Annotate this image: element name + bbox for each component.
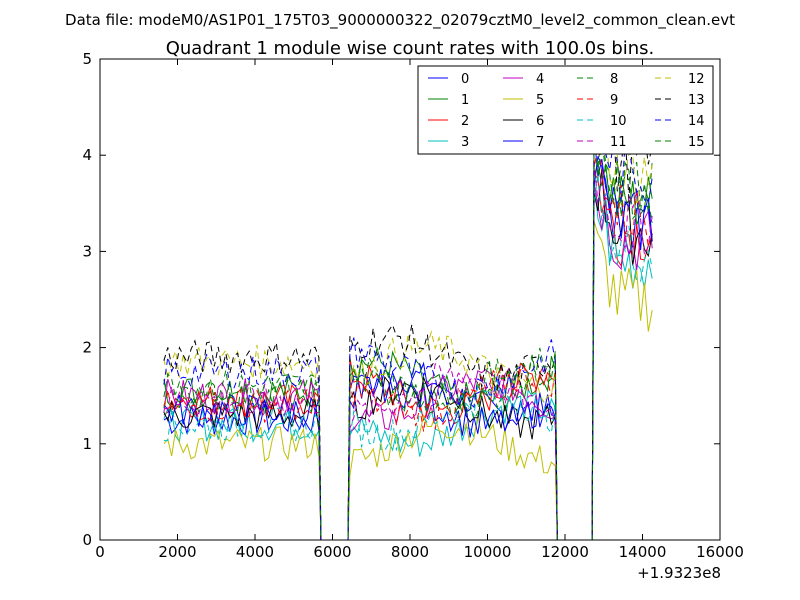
legend-label-2: 2	[461, 114, 469, 129]
y-tick-label: 3	[82, 242, 92, 260]
y-tick-label: 5	[82, 50, 92, 68]
series-line-6	[163, 168, 653, 540]
x-offset-label: +1.9323e8	[637, 564, 721, 582]
legend-label-11: 11	[610, 135, 627, 150]
y-tick-label: 0	[82, 531, 92, 549]
legend-label-9: 9	[610, 93, 618, 108]
legend-label-6: 6	[536, 114, 544, 129]
legend-label-0: 0	[461, 72, 469, 87]
series-line-5	[163, 221, 653, 540]
x-tick-label: 12000	[541, 543, 589, 561]
legend-label-3: 3	[461, 135, 469, 150]
legend-label-4: 4	[536, 72, 544, 87]
y-tick-label: 4	[82, 146, 92, 164]
legend-label-10: 10	[610, 114, 627, 129]
legend-label-12: 12	[688, 72, 705, 87]
series-line-10	[163, 174, 653, 540]
chart-title: Quadrant 1 module wise count rates with …	[166, 38, 655, 59]
legend-label-15: 15	[688, 135, 705, 150]
legend-label-14: 14	[688, 114, 705, 129]
legend-frame	[417, 65, 714, 155]
series-line-11	[163, 161, 653, 540]
x-tick-label: 16000	[696, 543, 744, 561]
series-line-14	[163, 110, 653, 540]
legend-label-8: 8	[610, 72, 618, 87]
x-tick-label: 14000	[619, 543, 667, 561]
series-line-3	[163, 178, 653, 540]
series-line-4	[163, 184, 653, 540]
y-tick-label: 2	[82, 339, 92, 357]
x-tick-label: 6000	[313, 543, 351, 561]
x-tick-label: 8000	[391, 543, 429, 561]
series-line-7	[163, 156, 653, 540]
series-layer	[163, 110, 653, 540]
y-tick-label: 1	[82, 435, 92, 453]
x-tick-label: 0	[95, 543, 105, 561]
series-line-8	[163, 131, 653, 540]
series-line-9	[163, 146, 653, 540]
legend-label-1: 1	[461, 93, 469, 108]
x-axis: 0 2000 4000 6000 8000 10000 12000 14000 16000	[95, 59, 744, 561]
series-line-12	[163, 114, 653, 540]
x-tick-label: 4000	[236, 543, 274, 561]
legend-label-13: 13	[688, 93, 705, 108]
legend-label-7: 7	[536, 135, 544, 150]
x-tick-label: 10000	[464, 543, 512, 561]
x-tick-label: 2000	[158, 543, 196, 561]
figure-suptitle: Data file: modeM0/AS1P01_175T03_90000003…	[65, 11, 735, 30]
legend-label-5: 5	[536, 93, 544, 108]
series-line-15	[163, 124, 653, 540]
